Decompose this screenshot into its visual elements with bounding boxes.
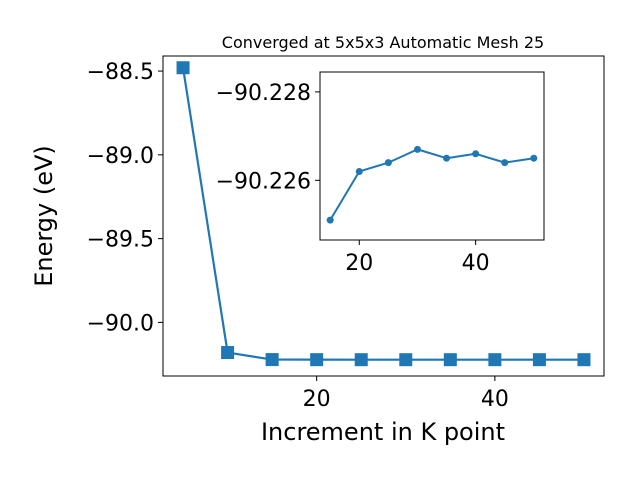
inset-data-point-7 [530, 154, 538, 162]
main-data-point-0 [176, 61, 190, 75]
main-y-tick-label-2: −89.5 [87, 228, 154, 253]
inset-y-tick-label-1: −90.226 [216, 169, 311, 194]
inset-plot-frame [319, 71, 545, 241]
main-y-axis-label: Energy (eV) [30, 145, 58, 287]
inset-data-point-0 [326, 216, 334, 224]
inset-y-tick-label-0: −90.228 [216, 81, 311, 106]
inset-data-point-5 [472, 150, 480, 158]
main-data-point-2 [265, 353, 279, 367]
main-data-point-3 [310, 353, 324, 367]
main-plot-layer: 20 40 −88.5 −89.0 −89.5 −90.0 [87, 60, 591, 412]
main-plot-frame [162, 55, 605, 377]
main-data-point-1 [221, 346, 235, 360]
main-data-point-8 [532, 353, 546, 367]
inset-plot-layer: 20 40 −90.228 −90.226 [216, 81, 538, 276]
main-y-tick-label-1: −89.0 [87, 144, 154, 169]
main-data-point-4 [354, 353, 368, 367]
main-x-tick-label-0: 20 [303, 387, 331, 412]
main-y-tick-label-0: −88.5 [87, 60, 154, 85]
inset-data-point-6 [501, 159, 509, 167]
main-x-axis-label: Increment in K point [261, 418, 505, 446]
main-data-point-9 [577, 353, 591, 367]
inset-series-line [329, 148, 534, 221]
main-data-point-6 [443, 353, 457, 367]
main-series-line [181, 67, 584, 361]
main-x-tick-label-1: 40 [481, 387, 509, 412]
inset-data-point-2 [384, 159, 392, 167]
main-data-point-5 [399, 353, 413, 367]
main-y-tick-label-3: −90.0 [87, 311, 154, 336]
inset-data-point-1 [355, 167, 363, 175]
inset-background [320, 72, 544, 240]
inset-data-point-4 [443, 154, 451, 162]
inset-x-tick-label-1: 40 [462, 251, 490, 276]
main-data-point-7 [488, 353, 502, 367]
chart-title: Converged at 5x5x3 Automatic Mesh 25 [222, 33, 544, 52]
inset-data-point-3 [413, 145, 421, 153]
inset-x-tick-label-0: 20 [345, 251, 373, 276]
